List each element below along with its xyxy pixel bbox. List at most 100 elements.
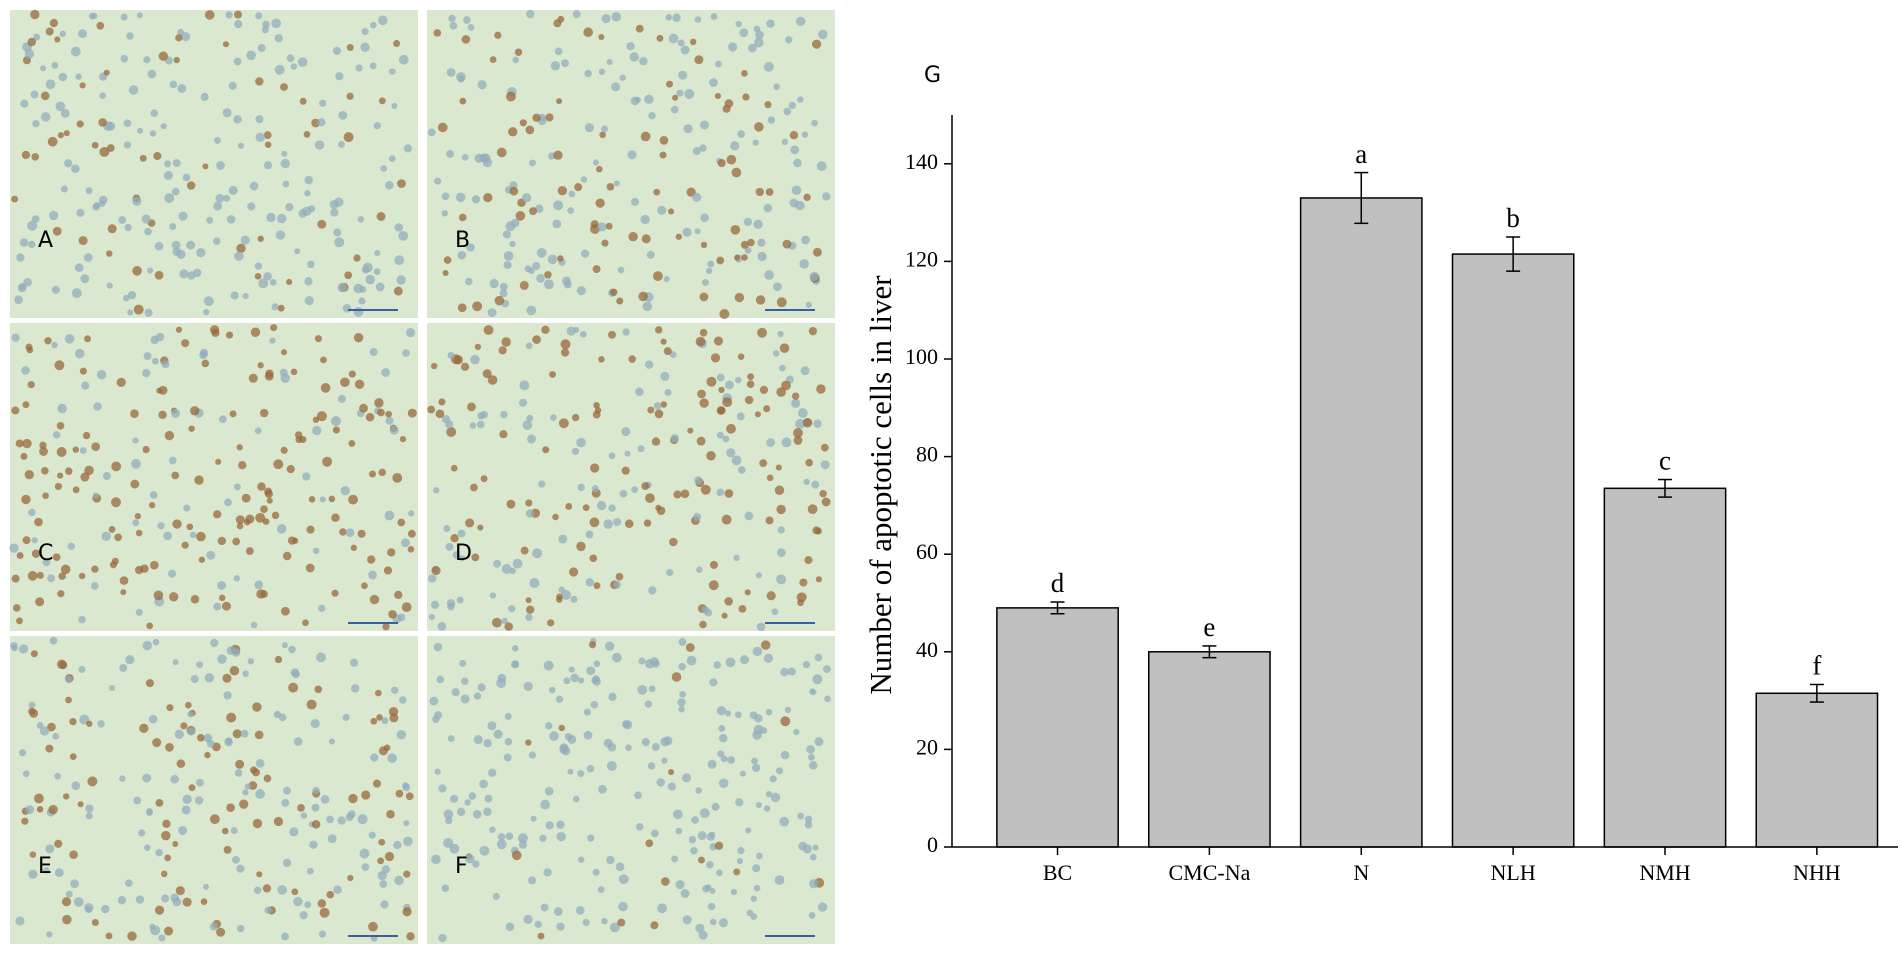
cell-nucleus: [593, 582, 601, 590]
cell-nucleus: [471, 553, 480, 562]
cell-nucleus: [654, 409, 664, 419]
cell-nucleus: [394, 223, 404, 232]
cell-nucleus: [57, 590, 65, 598]
cell-nucleus: [713, 336, 723, 346]
cell-nucleus: [369, 62, 377, 70]
cell-nucleus: [696, 566, 703, 573]
cell-nucleus: [727, 756, 735, 764]
cell-nucleus: [145, 679, 154, 688]
cell-nucleus: [431, 854, 441, 865]
cell-nucleus: [434, 177, 442, 185]
cell-nucleus: [154, 270, 164, 280]
cell-nucleus: [597, 886, 605, 894]
cell-nucleus: [518, 833, 528, 844]
cell-nucleus: [271, 303, 279, 311]
cell-nucleus: [23, 278, 32, 287]
cell-nucleus: [443, 525, 451, 533]
cell-nucleus: [489, 826, 496, 833]
cell-nucleus: [393, 40, 401, 47]
cell-nucleus: [716, 869, 723, 877]
cell-nucleus: [273, 710, 282, 719]
cell-nucleus: [149, 923, 156, 930]
cell-nucleus: [106, 282, 113, 289]
cell-nucleus: [87, 776, 98, 787]
cell-nucleus: [326, 890, 335, 899]
cell-nucleus: [331, 589, 339, 597]
bar: [1299, 197, 1423, 848]
cell-nucleus: [471, 195, 481, 204]
cell-nucleus: [810, 689, 817, 696]
cell-nucleus: [300, 812, 308, 819]
cell-nucleus: [209, 922, 218, 931]
cell-nucleus: [814, 737, 824, 747]
cell-nucleus: [49, 636, 58, 645]
cell-nucleus: [333, 228, 342, 237]
cell-nucleus: [524, 265, 532, 273]
cell-nucleus: [179, 269, 189, 279]
cell-nucleus: [689, 38, 697, 46]
cell-nucleus: [373, 268, 381, 275]
cell-nucleus: [730, 141, 740, 151]
cell-nucleus: [456, 807, 466, 816]
cell-nucleus: [606, 183, 615, 191]
cell-nucleus: [697, 856, 705, 864]
cell-nucleus: [368, 921, 378, 932]
cell-nucleus: [255, 12, 263, 20]
cell-nucleus: [67, 542, 75, 550]
cell-nucleus: [109, 561, 117, 569]
cell-nucleus: [625, 744, 632, 752]
cell-nucleus: [171, 240, 181, 250]
cell-nucleus: [180, 722, 188, 730]
cell-nucleus: [504, 622, 513, 631]
cell-nucleus: [755, 572, 762, 579]
cell-nucleus: [446, 149, 454, 158]
cell-nucleus: [498, 346, 507, 355]
cell-nucleus: [98, 118, 107, 127]
cell-nucleus: [699, 120, 709, 130]
cell-nucleus: [91, 141, 99, 149]
cell-nucleus: [653, 188, 661, 196]
cell-nucleus: [97, 720, 105, 728]
cell-nucleus: [583, 730, 593, 740]
cell-nucleus: [499, 289, 508, 298]
cell-nucleus: [820, 443, 829, 452]
cell-nucleus: [560, 348, 570, 357]
cell-nucleus: [753, 724, 764, 735]
cell-nucleus: [258, 278, 269, 289]
cell-nucleus: [656, 778, 665, 787]
cell-nucleus: [497, 673, 507, 683]
cell-nucleus: [245, 547, 254, 555]
cell-nucleus: [631, 486, 638, 494]
cell-nucleus: [256, 871, 263, 878]
cell-nucleus: [385, 410, 392, 418]
cell-nucleus: [58, 72, 68, 82]
cell-nucleus: [39, 441, 47, 449]
cell-nucleus: [281, 798, 290, 807]
cell-nucleus: [776, 548, 786, 558]
cell-nucleus: [645, 493, 655, 503]
cell-nucleus: [469, 422, 477, 429]
cell-nucleus: [84, 465, 94, 476]
cell-nucleus: [482, 369, 492, 379]
micrograph-bg: [427, 323, 835, 631]
cell-nucleus: [780, 750, 790, 760]
cell-nucleus: [168, 569, 177, 578]
cell-nucleus: [388, 706, 399, 717]
cell-nucleus: [670, 105, 679, 114]
cell-nucleus: [558, 724, 566, 732]
cell-nucleus: [164, 160, 172, 168]
cell-nucleus: [682, 773, 692, 783]
cell-nucleus: [244, 783, 251, 790]
cell-nucleus: [78, 665, 86, 673]
cell-nucleus: [52, 431, 61, 439]
cell-nucleus: [280, 158, 291, 169]
cell-nucleus: [135, 529, 143, 537]
cell-nucleus: [540, 799, 550, 810]
cell-nucleus: [804, 815, 813, 823]
cell-nucleus: [529, 159, 536, 167]
cell-nucleus: [229, 410, 237, 418]
cell-nucleus: [236, 444, 243, 451]
cell-nucleus: [752, 646, 763, 657]
cell-nucleus: [369, 594, 380, 605]
